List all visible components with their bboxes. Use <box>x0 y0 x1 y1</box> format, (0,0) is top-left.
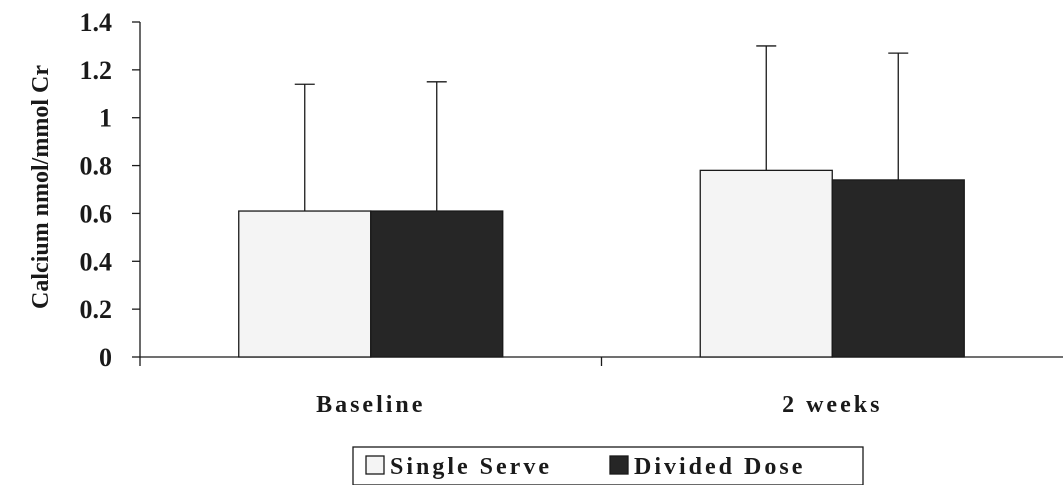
y-axis-title: Calcium nmol/mmol Cr <box>28 65 54 309</box>
bar <box>831 179 965 358</box>
bar <box>699 169 833 358</box>
y-tick-label: 0.2 <box>80 295 113 324</box>
y-tick-label: 0.4 <box>80 247 113 276</box>
y-tick-label: 1.4 <box>80 8 113 37</box>
legend-label: Divided Dose <box>634 454 805 480</box>
legend-label: Single Serve <box>390 454 552 480</box>
legend-swatch <box>609 455 629 475</box>
x-tick-label: Baseline <box>316 392 425 418</box>
plot-area: 0 0.2 0.4 0.6 0.8 1 1.2 1.4 Baseline 2 weeks <box>80 8 1063 418</box>
x-tick-label: 2 weeks <box>782 392 882 418</box>
bar <box>238 210 372 358</box>
legend-box <box>352 446 864 485</box>
legend-swatch <box>365 455 385 475</box>
y-tick-label: 1.2 <box>80 56 113 85</box>
y-tick-label: 0.8 <box>80 152 113 181</box>
legend: Single Serve Divided Dose <box>352 446 864 485</box>
y-tick-label: 0.6 <box>80 199 113 228</box>
y-tick-label: 1 <box>99 104 112 133</box>
y-tick-label: 0 <box>99 343 112 372</box>
bar <box>370 210 504 358</box>
